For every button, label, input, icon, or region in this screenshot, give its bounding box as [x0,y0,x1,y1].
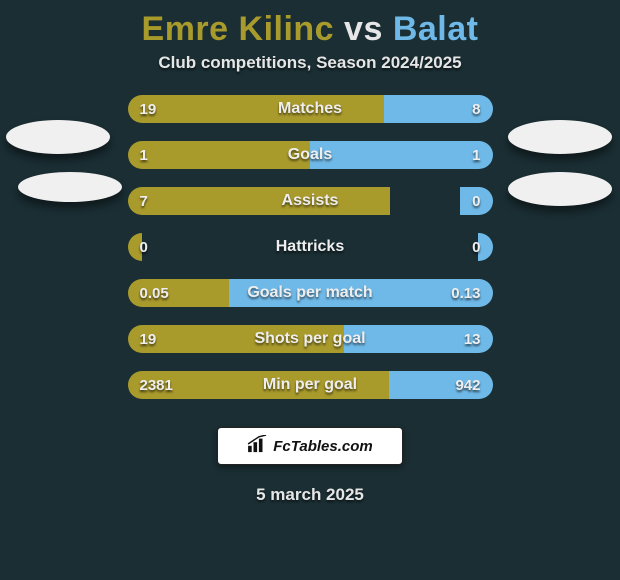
player2-name: Balat [393,10,479,48]
date-label: 5 march 2025 [0,485,620,505]
stat-row: Goals11 [128,141,493,169]
stat-label: Hattricks [128,233,493,261]
stat-bar-left [128,279,229,307]
stat-row: Assists70 [128,187,493,215]
player1-name: Emre Kilinc [142,10,335,48]
stat-bar-right [389,371,493,399]
brand-text: FcTables.com [273,438,372,455]
page-title: Emre Kilinc vs Balat [0,10,620,49]
stat-bar-left [128,233,143,261]
stat-bar-right [460,187,493,215]
stat-row: Matches198 [128,95,493,123]
stat-bar-left [128,325,345,353]
vs-label: vs [344,10,383,48]
subtitle: Club competitions, Season 2024/2025 [0,53,620,73]
stat-bar-left [128,95,385,123]
comparison-card: Emre Kilinc vs Balat Club competitions, … [0,0,620,580]
stat-row: Goals per match0.050.13 [128,279,493,307]
brand-badge[interactable]: FcTables.com [217,427,403,465]
chart-icon [247,435,269,458]
stat-bar-right [384,95,492,123]
stat-bar-right [478,233,493,261]
stat-bar-right [229,279,493,307]
stat-row: Hattricks00 [128,233,493,261]
stat-bar-left [128,371,389,399]
stat-bar-left [128,187,391,215]
stat-row: Shots per goal1913 [128,325,493,353]
stats-stage: Matches198 Goals11 Assists70 Hattricks00 Goa… [0,95,620,399]
stat-bar-right [310,141,493,169]
stat-rows: Matches198 Goals11 Assists70 Hattricks00 Goa… [128,95,493,399]
stat-bar-left [128,141,311,169]
stat-bar-right [344,325,492,353]
stat-row: Min per goal2381942 [128,371,493,399]
